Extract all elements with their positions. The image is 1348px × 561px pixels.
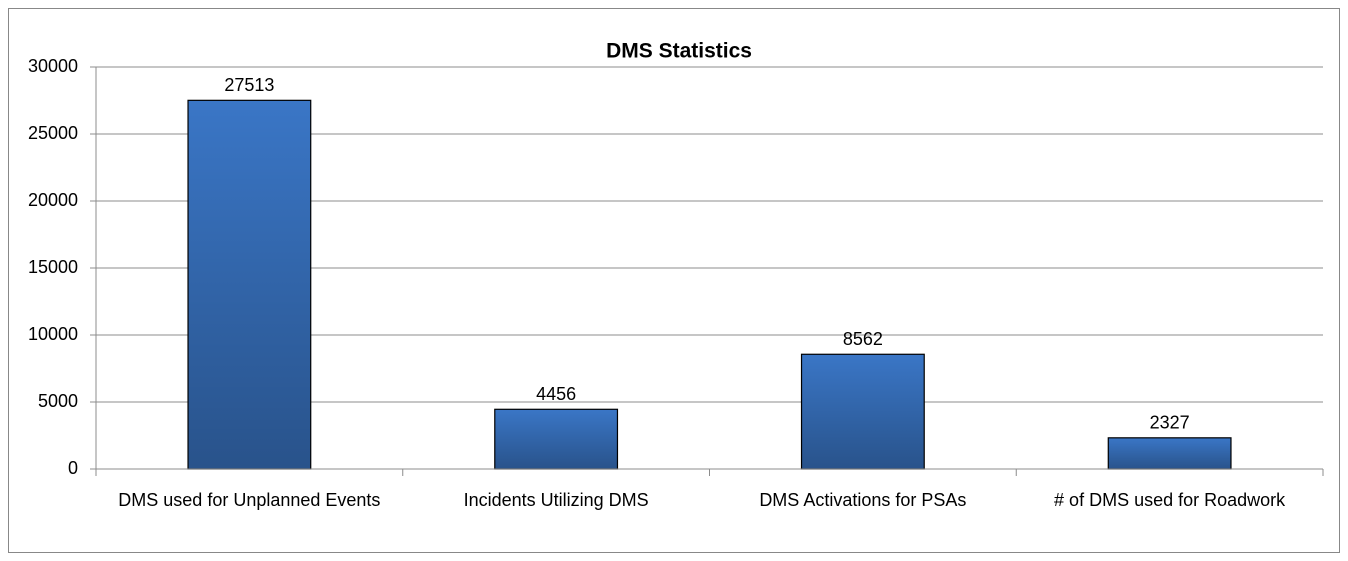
y-tick-label: 25000	[28, 123, 78, 143]
bar	[800, 353, 925, 470]
bar	[187, 99, 312, 470]
x-tick-label: DMS used for Unplanned Events	[118, 490, 381, 510]
x-tick-label: # of DMS used for Roadwork	[1054, 490, 1286, 510]
y-tick-label: 20000	[28, 190, 78, 210]
x-tick-label: Incidents Utilizing DMS	[463, 490, 649, 510]
data-label: 8562	[843, 329, 883, 349]
x-tick-label: DMS Activations for PSAs	[759, 490, 967, 510]
y-tick-label: 30000	[28, 56, 78, 76]
y-tick-label: 10000	[28, 324, 78, 344]
y-tick-label: 5000	[38, 391, 78, 411]
bar	[494, 408, 619, 470]
y-tick-label: 0	[68, 458, 78, 478]
bar	[1107, 437, 1232, 470]
data-label: 2327	[1150, 413, 1190, 433]
chart-title: DMS Statistics	[606, 40, 752, 63]
data-label: 27513	[224, 75, 274, 95]
data-label: 4456	[536, 384, 576, 404]
chart-border	[8, 8, 1340, 553]
y-tick-label: 15000	[28, 257, 78, 277]
